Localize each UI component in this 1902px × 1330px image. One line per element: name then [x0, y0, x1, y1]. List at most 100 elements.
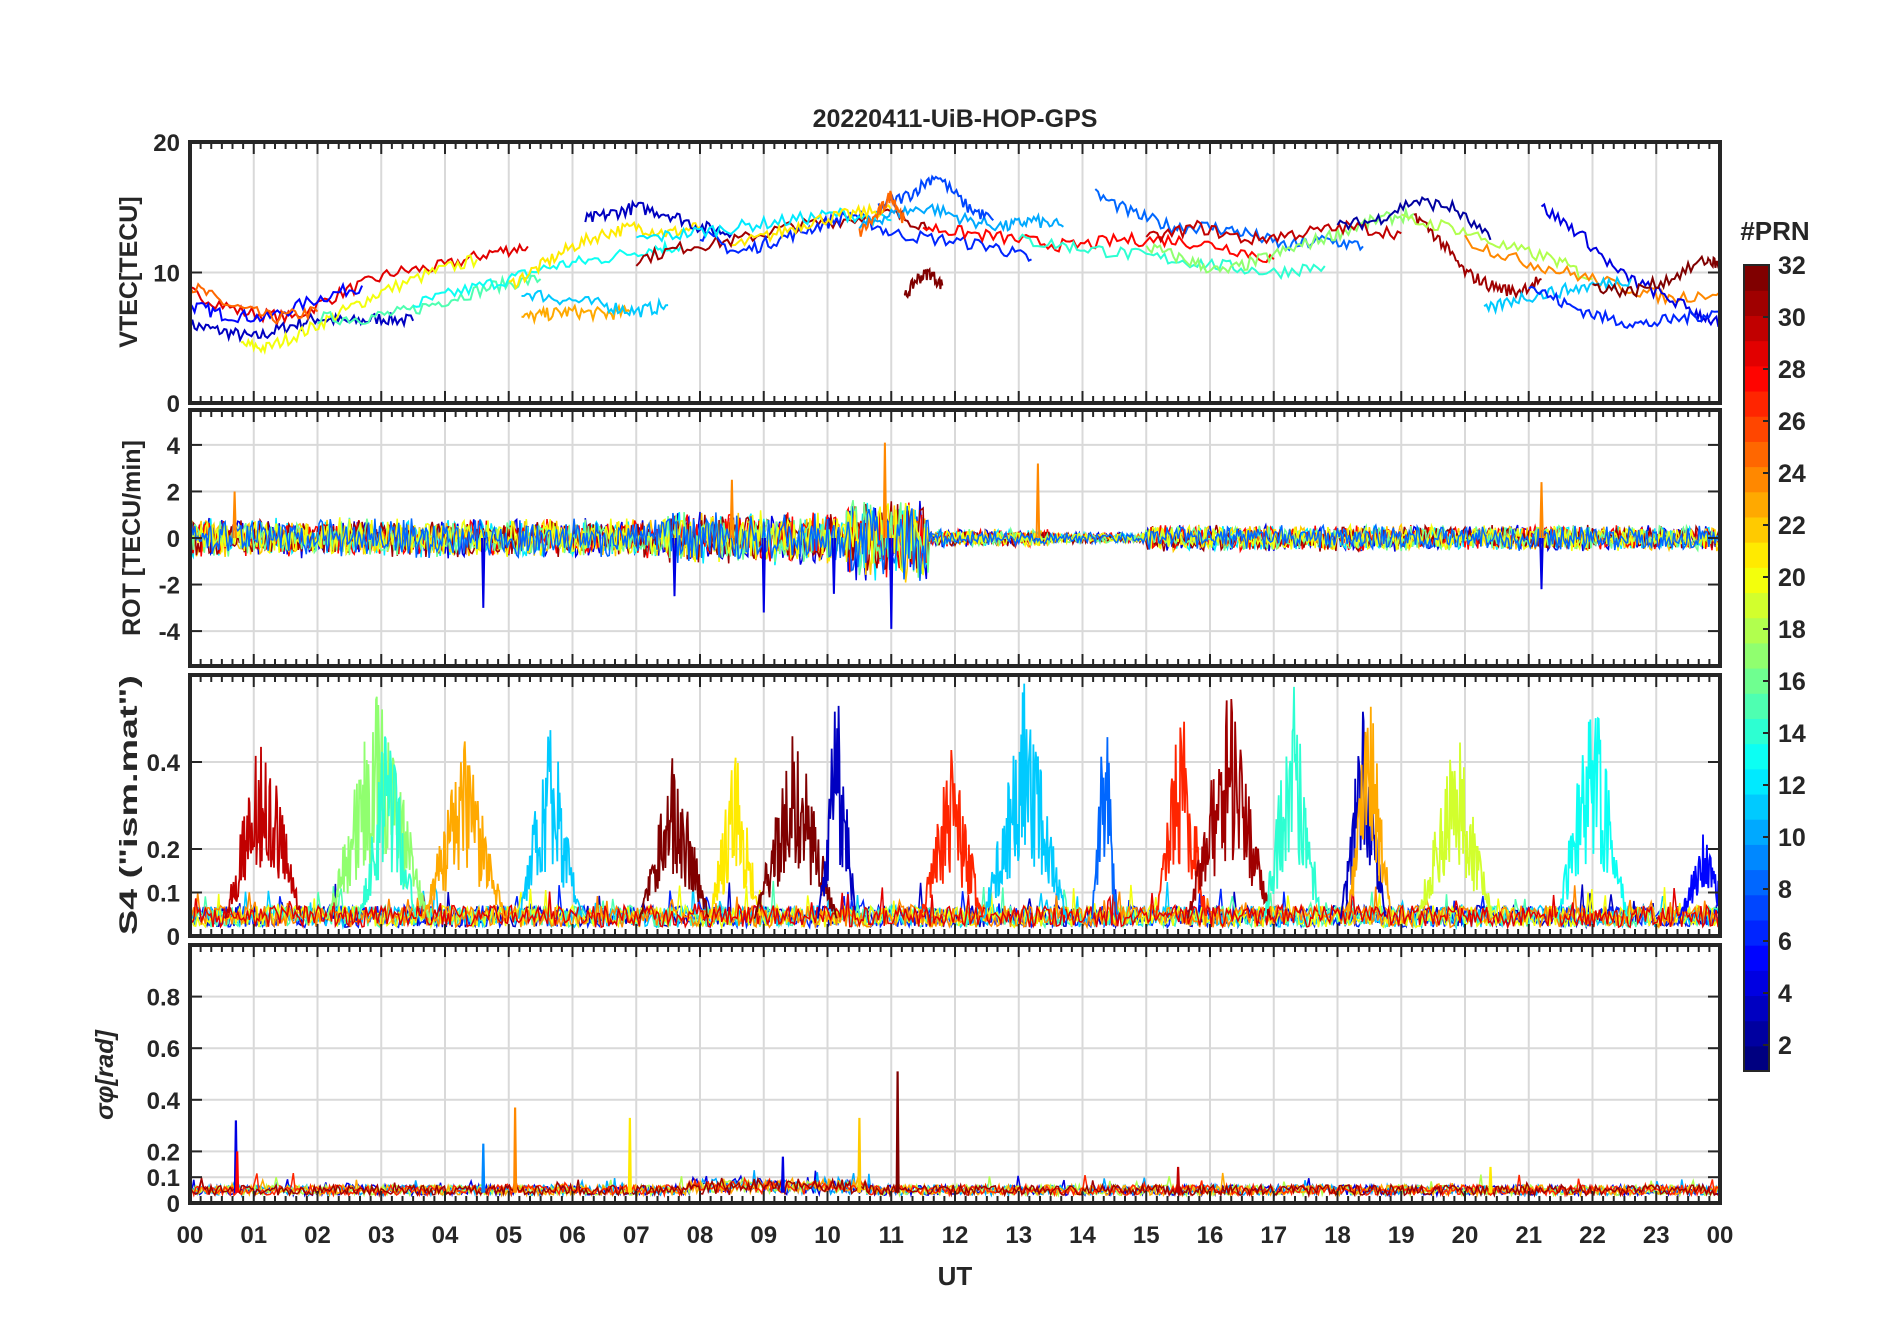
s4-burst-line: [708, 757, 761, 919]
vtec-series-line: [1592, 254, 1720, 299]
colorbar-label: #PRN: [1740, 216, 1809, 246]
rot-series-line: [190, 505, 1720, 581]
rot-peak: [889, 537, 894, 629]
rot-peak: [729, 479, 735, 539]
vtec-series-line: [190, 282, 319, 325]
x-tick-label: 19: [1388, 1222, 1415, 1249]
vtec-series-line: [1413, 212, 1542, 300]
colorbar-segment: [1744, 1020, 1769, 1047]
colorbar-segment: [1744, 466, 1769, 493]
vtec-series-line: [584, 199, 733, 239]
s4-axes-box: [188, 673, 1722, 938]
colorbar-tick-label: 4: [1778, 980, 1792, 1008]
s4-series: [190, 683, 1720, 931]
y-tick-label: 0.2: [147, 837, 180, 864]
colorbar-tick-label: 20: [1778, 564, 1806, 592]
colorbar-segment: [1744, 365, 1769, 392]
colorbar-segment: [1744, 516, 1769, 543]
sigma-spike: [857, 1117, 862, 1193]
s4-burst-line: [1346, 706, 1393, 919]
s4-burst-line: [421, 741, 507, 920]
x-tick-label: 15: [1133, 1222, 1160, 1249]
s4-burst-line: [1416, 742, 1494, 919]
s4-burst-line: [1186, 698, 1272, 919]
colorbar-segment: [1744, 441, 1769, 468]
y-tick-label: 0.4: [147, 750, 181, 777]
y-tick-label: 0.6: [147, 1036, 180, 1063]
colorbar-segment: [1744, 819, 1769, 845]
colorbar-segment: [1744, 718, 1769, 745]
panel-s4: 0 0.1 0.2 0.4 S4 ("ism.mat"): [115, 673, 1722, 951]
sigma-grid: [190, 945, 1720, 1203]
vtec-grid: [190, 142, 1720, 403]
vtec-series: [190, 174, 1720, 355]
sigma-spike: [481, 1143, 486, 1193]
s4-burst-line: [753, 736, 838, 920]
colorbar-tick-label: 26: [1778, 408, 1806, 436]
colorbar-frame: [1743, 264, 1770, 1072]
x-tick-label: 00: [177, 1222, 204, 1249]
y-tick-label: 20: [153, 130, 180, 157]
s4-burst-line: [638, 758, 710, 919]
vtec-series-line: [635, 207, 892, 243]
rot-peak: [882, 442, 888, 539]
y-tick-label: 10: [153, 261, 180, 288]
colorbar-segment: [1744, 390, 1769, 417]
colorbar-segment: [1744, 768, 1769, 795]
colorbar-tick-label: 14: [1778, 720, 1806, 748]
x-tick-label: 10: [814, 1222, 841, 1249]
colorbar-segment: [1744, 542, 1769, 568]
x-tick-label: 18: [1324, 1222, 1351, 1249]
rot-peak: [831, 537, 837, 594]
sigma-spike: [513, 1107, 518, 1193]
vtec-series-line: [1094, 188, 1364, 252]
s4-burst-line: [1677, 834, 1720, 919]
colorbar-segment: [1744, 290, 1769, 316]
sigma-ylabel: σφ[rad]: [91, 1028, 119, 1119]
colorbar-segment: [1744, 642, 1769, 669]
colorbar-segment: [1744, 491, 1769, 518]
y-tick-label: 0.1: [147, 1165, 180, 1192]
x-tick-label: 02: [304, 1222, 331, 1249]
colorbar-segment: [1744, 617, 1769, 644]
colorbar-segment: [1744, 945, 1769, 971]
vtec-series-line: [1483, 275, 1632, 316]
colorbar-segment: [1744, 844, 1769, 871]
y-tick-label: 0.1: [147, 881, 180, 908]
colorbar-segment: [1744, 1045, 1769, 1072]
colorbar-tick-label: 2: [1778, 1032, 1792, 1060]
vtec-series-line: [1528, 285, 1720, 329]
rot-peak: [232, 491, 237, 539]
s4-burst-line: [1263, 686, 1322, 919]
vtec-series-line: [731, 202, 893, 248]
colorbar-tick-label: 22: [1778, 512, 1806, 540]
rot-series-line: [190, 500, 1720, 576]
s4-ticks: 0 0.1 0.2 0.4: [147, 675, 1721, 951]
x-tick-label: 08: [687, 1222, 714, 1249]
x-tick-label: 20: [1452, 1222, 1479, 1249]
colorbar-segment: [1744, 693, 1769, 719]
sigma-spike: [627, 1117, 632, 1193]
colorbar-segment: [1744, 416, 1769, 442]
x-tick-label: 23: [1643, 1222, 1670, 1249]
vtec-series-line: [508, 220, 701, 290]
colorbar-segment: [1744, 743, 1769, 770]
rot-axes-box: [188, 408, 1722, 668]
y-tick-label: -2: [159, 573, 180, 600]
x-tick-label: 06: [559, 1222, 586, 1249]
x-axis-labels: 00 01 02 03 04 05 06 07 08 09 10 11 12 13 14 15 16 17 18 19…: [177, 1222, 1734, 1249]
s4-burst-line: [358, 736, 417, 919]
s4-burst-line: [1556, 716, 1628, 920]
x-tick-label: 17: [1260, 1222, 1287, 1249]
rot-ylabel: ROT [TECU/min]: [118, 440, 146, 636]
x-tick-label: 00: [1707, 1222, 1734, 1249]
vtec-series-line: [1018, 233, 1326, 281]
x-tick-label: 03: [368, 1222, 395, 1249]
s4-burst-line: [517, 730, 583, 919]
vtec-series-line: [858, 202, 1064, 233]
vtec-series-line: [1336, 195, 1492, 241]
x-tick-label: 04: [432, 1222, 459, 1249]
colorbar-tick-label: 10: [1778, 824, 1806, 852]
colorbar-tick-label: 18: [1778, 616, 1806, 644]
